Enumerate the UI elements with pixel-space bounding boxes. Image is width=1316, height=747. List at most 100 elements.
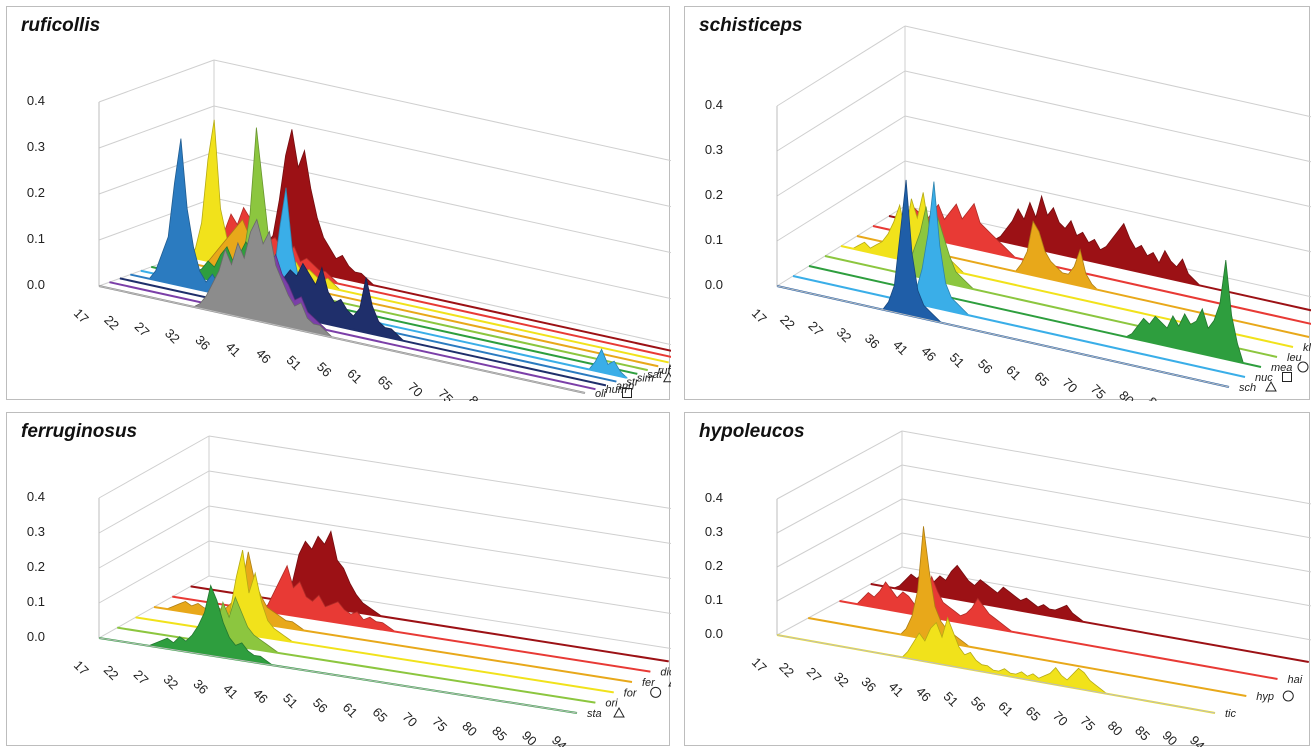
- y-tick-label: 0.1: [27, 594, 45, 609]
- square-marker-icon: [622, 388, 632, 398]
- x-tick-label: 36: [192, 332, 213, 353]
- x-tick-label: 17: [71, 306, 92, 327]
- gridline: [98, 59, 215, 103]
- x-tick-label: 80: [1116, 388, 1137, 401]
- series-label: nuc: [1255, 372, 1273, 384]
- square-marker-icon: [1282, 372, 1292, 382]
- circle-marker-icon: [1297, 361, 1309, 373]
- gridline: [98, 540, 210, 604]
- gridline: [901, 532, 1311, 607]
- x-tick-label: 36: [862, 331, 883, 352]
- series-label: str: [626, 377, 640, 389]
- series-label: hyp: [1256, 691, 1274, 703]
- x-tick-label: 32: [831, 669, 852, 690]
- x-tick-label: 46: [253, 346, 274, 367]
- gridline: [776, 498, 903, 568]
- series-label: dic: [660, 667, 671, 679]
- x-tick-label: 46: [918, 343, 939, 364]
- gridline: [904, 160, 1311, 253]
- x-tick-label: 32: [834, 324, 855, 345]
- series-label: fer: [642, 677, 656, 689]
- gridline: [901, 498, 1311, 573]
- series-label: hai: [1288, 674, 1303, 686]
- y-tick-label: 0.4: [27, 93, 45, 108]
- gridline: [98, 197, 215, 241]
- series-label: mea: [1271, 362, 1292, 374]
- x-tick-label: 27: [804, 664, 825, 685]
- gridline: [776, 160, 906, 242]
- gridline: [776, 115, 906, 197]
- circle-marker-icon: [650, 686, 662, 698]
- series-label: klo: [1303, 342, 1311, 354]
- series-label: sim: [637, 373, 654, 385]
- gridlines: [98, 435, 671, 649]
- ridge-area-hai: [839, 575, 1278, 680]
- y-tick-label: 0.3: [705, 524, 723, 539]
- x-tick-label: 80: [459, 718, 480, 739]
- chart-title: ruficollis: [21, 15, 101, 36]
- y-tick-label: 0.0: [27, 629, 45, 644]
- gridline: [98, 505, 210, 569]
- y-tick-label: 0.2: [27, 185, 45, 200]
- x-tick-label: 17: [749, 306, 770, 327]
- x-tick-label: 41: [886, 679, 907, 700]
- y-tick-label: 0.1: [27, 231, 45, 246]
- panel-ferruginosus: ferruginosus 0.00.10.20.30.4albdicferfor…: [6, 412, 671, 747]
- y-tick-label: 0.1: [705, 232, 723, 247]
- x-tick-label: 70: [405, 379, 426, 400]
- gridline: [98, 151, 215, 195]
- x-tick-label: 70: [1060, 375, 1081, 396]
- x-tick-label: 22: [776, 659, 797, 680]
- x-tick-label: 65: [1023, 703, 1044, 724]
- x-tick-label: 65: [375, 372, 396, 393]
- triangle-marker-icon: [1265, 380, 1277, 392]
- x-tick-label: 51: [941, 689, 962, 710]
- chart-title: ferruginosus: [21, 421, 138, 442]
- x-tick-label: 70: [1050, 708, 1071, 729]
- y-tick-label: 0.0: [705, 277, 723, 292]
- x-tick-label: 75: [429, 714, 450, 735]
- y-tick-label: 0.2: [27, 559, 45, 574]
- x-tick-label: 17: [71, 658, 92, 679]
- gridline: [776, 464, 903, 534]
- x-axis-line: [98, 637, 578, 714]
- x-tick-label: 32: [161, 672, 182, 693]
- ridge-baseline-hyp: [808, 617, 1247, 697]
- gridlines: [776, 430, 1311, 641]
- ridge-baseline-hum: [109, 281, 596, 391]
- x-tick-label: 51: [947, 350, 968, 371]
- x-tick-label: 75: [1077, 713, 1098, 734]
- gridline: [98, 105, 215, 149]
- y-tick-label: 0.3: [27, 524, 45, 539]
- triangle-marker-icon: [613, 706, 625, 718]
- x-tick-label: 27: [132, 319, 153, 340]
- y-tick-label: 0.0: [705, 626, 723, 641]
- x-tick-label: 17: [749, 655, 770, 676]
- gridline: [213, 59, 671, 162]
- x-tick-label: 61: [995, 698, 1016, 719]
- ridgeline-chart-hypoleucos: 0.00.10.20.30.4brehaihyptic1722273236414…: [705, 430, 1311, 747]
- series-label: ori: [605, 698, 618, 710]
- ridgeline-chart-ferruginosus: 0.00.10.20.30.4albdicferfororista1722273…: [27, 435, 671, 747]
- x-tick-label: 41: [890, 337, 911, 358]
- x-tick-label: 22: [101, 312, 122, 333]
- x-tick-label: 56: [310, 695, 331, 716]
- gridline: [901, 566, 1311, 641]
- x-tick-label: 27: [131, 667, 152, 688]
- panel-schisticeps: schisticeps 0.00.10.20.30.4hormonfasklol…: [684, 6, 1311, 401]
- gridline: [904, 70, 1311, 163]
- x-tick-label: 90: [519, 728, 540, 747]
- ridge-baseline-mea: [808, 265, 1262, 368]
- x-tick-label: 61: [1003, 362, 1024, 383]
- x-axis-line: [98, 285, 586, 394]
- series-label: rec: [668, 361, 671, 373]
- gridline: [208, 435, 671, 509]
- x-tick-label: 85: [1144, 394, 1165, 401]
- series-label: sat: [647, 369, 663, 381]
- gridline: [901, 464, 1311, 539]
- gridline: [98, 470, 210, 534]
- gridline: [776, 25, 906, 107]
- gridline: [904, 25, 1311, 118]
- gridline: [776, 70, 906, 152]
- ridgeline-chart-ruficollis: 0.00.10.20.30.4bakmusnigrecrufsatsimstra…: [27, 59, 671, 401]
